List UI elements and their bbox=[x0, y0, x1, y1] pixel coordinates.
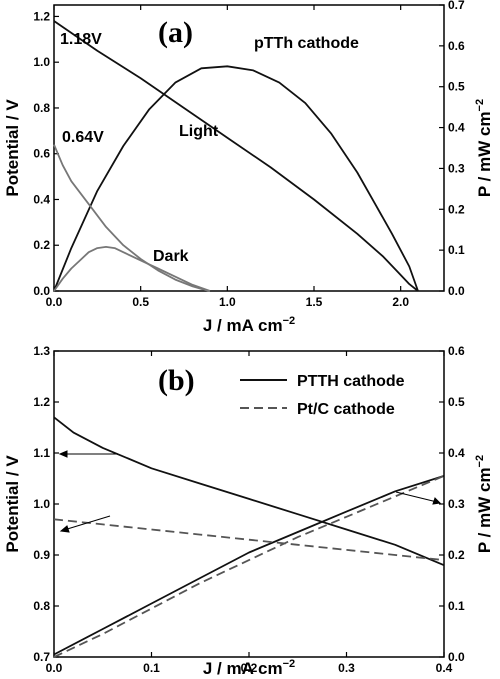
b-ytick-label: 0.9 bbox=[33, 548, 50, 562]
a-xtick-label: 2.0 bbox=[392, 295, 409, 309]
b-ytick-label: 0.8 bbox=[33, 599, 50, 613]
a-ytick-label: 0.4 bbox=[33, 192, 50, 206]
arrow-ptth-power bbox=[395, 491, 438, 503]
a-xtick-label: 0.0 bbox=[46, 295, 63, 309]
b-ytick-label: 1.2 bbox=[33, 395, 50, 409]
a-y2tick-label: 0.2 bbox=[448, 202, 465, 216]
b-series-ptth-cathode-potential bbox=[53, 416, 445, 567]
arrow-ptc-potential bbox=[63, 515, 111, 531]
b-y2tick-label: 0.1 bbox=[448, 599, 465, 613]
a-series-dark-power bbox=[53, 245, 211, 292]
series-group-b bbox=[53, 416, 445, 658]
legend-label-ptth: PTTH cathode bbox=[297, 373, 405, 390]
a-y2tick-label: 0.6 bbox=[448, 39, 465, 53]
a-ytick-label: 1.2 bbox=[33, 9, 50, 23]
b-y2tick-label: 0.5 bbox=[448, 395, 465, 409]
a-series-dark-potential bbox=[53, 144, 211, 292]
tick-marks-a bbox=[53, 4, 444, 292]
a-ytick-label: 0.8 bbox=[33, 101, 50, 115]
a-ytick-label: 0.6 bbox=[33, 147, 50, 161]
a-ytick-label: 1.0 bbox=[33, 55, 50, 69]
a-y2tick-label: 0.3 bbox=[448, 161, 465, 175]
b-ytick-label: 1.0 bbox=[33, 497, 50, 511]
a-series-light-potential bbox=[53, 20, 419, 292]
b-ytick-label: 1.3 bbox=[33, 344, 50, 358]
a-xtick-label: 1.5 bbox=[306, 295, 323, 309]
arrowhead-ptth-potential bbox=[58, 450, 68, 458]
x-axis-label-a: J / mA cm−2 bbox=[203, 315, 295, 335]
tick-labels-a: 0.0 0.5 1.0 1.5 2.0 0.0 0.2 0.4 0.6 0.8 1.0 1.2 0.0 0… bbox=[33, 0, 465, 309]
a-ytick-label: 0.2 bbox=[33, 238, 50, 252]
a-xtick-label: 0.5 bbox=[132, 295, 149, 309]
plot-frame-b bbox=[53, 350, 445, 658]
b-ytick-label: 0.7 bbox=[33, 650, 50, 664]
a-y2tick-label: 0.5 bbox=[448, 80, 465, 94]
b-y2tick-label: 0.3 bbox=[448, 497, 465, 511]
panel-a: 0.0 0.5 1.0 1.5 2.0 0.0 0.2 0.4 0.6 0.8 1.0 1.2 0.0 0… bbox=[3, 0, 494, 335]
b-series-pt-c-cathode-potential bbox=[53, 518, 445, 561]
legend-b: PTTH cathode Pt/C cathode bbox=[240, 373, 405, 418]
b-series-ptth-cathode-power bbox=[53, 475, 445, 656]
plot-title-a: pTTh cathode bbox=[254, 35, 359, 52]
b-xtick-label: 0.3 bbox=[338, 661, 355, 675]
b-xtick-label: 0.1 bbox=[143, 661, 160, 675]
b-y2tick-label: 0.4 bbox=[448, 446, 465, 460]
b-ytick-label: 1.1 bbox=[33, 446, 50, 460]
b-series-pt-c-cathode-power bbox=[53, 475, 445, 658]
tick-labels-b: 0.0 0.1 0.2 0.3 0.40.70.80.91.01.11.21.30.00… bbox=[33, 344, 465, 675]
arrowhead-ptc-potential bbox=[59, 525, 70, 533]
panel-label-b: (b) bbox=[158, 364, 195, 397]
series-group-a bbox=[53, 20, 419, 292]
annotation-light: Light bbox=[179, 123, 219, 140]
panel-label-a: (a) bbox=[158, 16, 193, 49]
x-axis-label-b: J / mA cm−2 bbox=[203, 658, 295, 678]
b-xtick-label: 0.0 bbox=[46, 661, 63, 675]
a-y2tick-label: 0.4 bbox=[448, 121, 465, 135]
b-xtick-label: 0.4 bbox=[436, 661, 453, 675]
annotation-dark: Dark bbox=[153, 248, 189, 265]
annotation-voc-dark: 0.64V bbox=[62, 129, 104, 146]
a-ytick-label: 0.0 bbox=[33, 284, 50, 298]
a-series-light-power bbox=[53, 65, 419, 292]
tick-marks-b bbox=[53, 350, 445, 658]
b-y2tick-label: 0.6 bbox=[448, 344, 465, 358]
legend-label-ptc: Pt/C cathode bbox=[297, 401, 395, 418]
a-y2tick-label: 0.0 bbox=[448, 284, 465, 298]
y-axis-label-a: Potential / V bbox=[3, 99, 22, 197]
panel-b: 0.0 0.1 0.2 0.3 0.40.70.80.91.01.11.21.30.00… bbox=[3, 344, 494, 678]
arrowhead-ptth-power bbox=[432, 497, 442, 505]
b-y2tick-label: 0.0 bbox=[448, 650, 465, 664]
a-y2tick-label: 0.1 bbox=[448, 243, 465, 257]
y-axis-label-b: Potential / V bbox=[3, 455, 22, 553]
axis-arrows-b bbox=[58, 450, 442, 533]
y2-axis-label-a: P / mW cm−2 bbox=[474, 99, 494, 197]
plot-frame-a bbox=[53, 4, 445, 292]
y2-axis-label-b: P / mW cm−2 bbox=[474, 455, 494, 553]
a-y2tick-label: 0.7 bbox=[448, 0, 465, 12]
b-xtick-label: 0.2 bbox=[241, 661, 258, 675]
b-y2tick-label: 0.2 bbox=[448, 548, 465, 562]
a-xtick-label: 1.0 bbox=[219, 295, 236, 309]
annotation-voc-light: 1.18V bbox=[60, 31, 102, 48]
